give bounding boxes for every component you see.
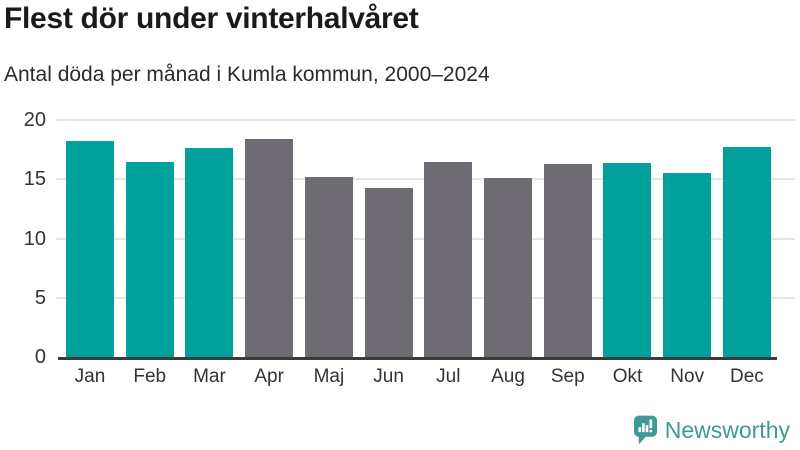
bar-sep[interactable] — [543, 163, 592, 357]
y-axis-tick-label: 20 — [23, 109, 46, 131]
bar-jun[interactable] — [364, 187, 413, 357]
x-axis-tick-label-jan: Jan — [74, 366, 106, 387]
x-axis-tick-label-jul: Jul — [436, 366, 461, 387]
bar-aug[interactable] — [484, 178, 533, 357]
bar-nov[interactable] — [663, 173, 712, 357]
bars-container — [58, 120, 777, 357]
gridline-y-20 — [56, 119, 795, 121]
y-axis-tick-label: 5 — [34, 286, 46, 309]
x-axis-tick-label-apr: Apr — [254, 366, 284, 387]
newsworthy-logo-icon — [633, 415, 657, 445]
chart-title: Flest dör under vinterhalvåret — [4, 2, 419, 35]
bar-feb[interactable] — [125, 161, 174, 357]
x-axis-tick-label-maj: Maj — [313, 366, 345, 387]
x-axis-tick-label-feb: Feb — [133, 366, 167, 387]
bar-apr[interactable] — [245, 139, 294, 357]
x-axis-tick-label-dec: Dec — [730, 366, 764, 387]
newsworthy-brand-text: Newsworthy — [664, 417, 790, 443]
x-axis-line — [58, 356, 777, 360]
x-axis-tick-label-sep: Sep — [550, 366, 585, 387]
x-axis-tick-label-okt: Okt — [612, 366, 643, 387]
bar-jan[interactable] — [66, 141, 114, 357]
bar-mar[interactable] — [185, 148, 234, 357]
newsworthy-brand-link[interactable]: Newsworthy — [633, 415, 790, 446]
bar-maj[interactable] — [304, 176, 353, 357]
y-axis-tick-label: 10 — [23, 227, 46, 250]
bar-dec[interactable] — [722, 147, 771, 357]
x-axis-labels: Jan Feb Mar Apr Maj Jun Jul Aug Sep Okt Nov Dec — [58, 366, 777, 388]
x-axis-tick-label-aug: Aug — [491, 366, 525, 387]
y-axis-tick-label: 15 — [23, 168, 46, 191]
bar-jul[interactable] — [424, 161, 473, 357]
x-axis-tick-label-jun: Jun — [373, 366, 404, 387]
x-axis-tick-label-nov: Nov — [670, 366, 705, 387]
x-axis-tick-label-mar: Mar — [193, 366, 226, 387]
y-axis-tick-label: 0 — [34, 346, 46, 368]
chart-subtitle: Antal döda per månad i Kumla kommun, 200… — [4, 63, 490, 86]
bar-okt[interactable] — [603, 162, 652, 357]
